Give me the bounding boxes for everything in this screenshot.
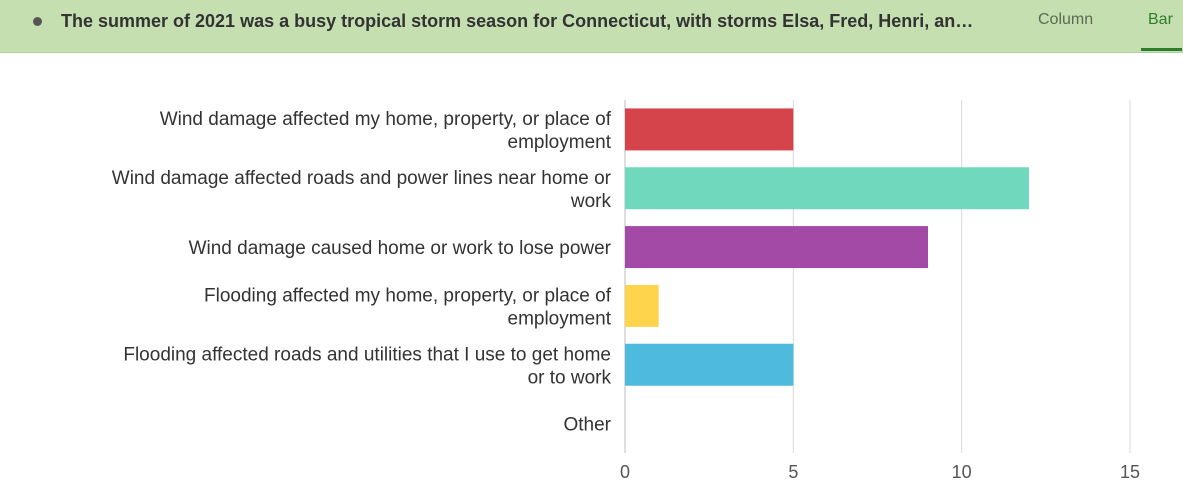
category-label: Flooding affected roads and utilities th…: [123, 344, 611, 388]
bullet-icon: [33, 17, 42, 26]
x-tick-label: 15: [1120, 462, 1140, 482]
bar[interactable]: [625, 167, 1029, 210]
category-label: Wind damage affected roads and power lin…: [112, 168, 612, 212]
bar[interactable]: [625, 343, 794, 386]
tab-column[interactable]: Column: [1038, 11, 1094, 28]
x-tick-label: 10: [952, 462, 972, 482]
tab-bar[interactable]: Bar: [1148, 11, 1173, 28]
category-label: Wind damage affected my home, property, …: [160, 109, 612, 153]
bar[interactable]: [625, 108, 794, 151]
bar[interactable]: [625, 226, 928, 269]
bar[interactable]: [625, 284, 659, 327]
bar-chart: 0 5 10 15 Wind damage affected my home, prop…: [112, 100, 1140, 482]
question-header: The summer of 2021 was a busy tropical s…: [0, 0, 1183, 53]
question-title: The summer of 2021 was a busy tropical s…: [61, 11, 974, 31]
category-label: Wind damage caused home or work to lose …: [189, 238, 612, 259]
x-tick-label: 0: [620, 462, 630, 482]
x-tick-label: 5: [788, 462, 798, 482]
category-label: Other: [563, 415, 611, 436]
category-label: Flooding affected my home, property, or …: [204, 285, 612, 329]
active-tab-indicator: [1141, 48, 1182, 51]
